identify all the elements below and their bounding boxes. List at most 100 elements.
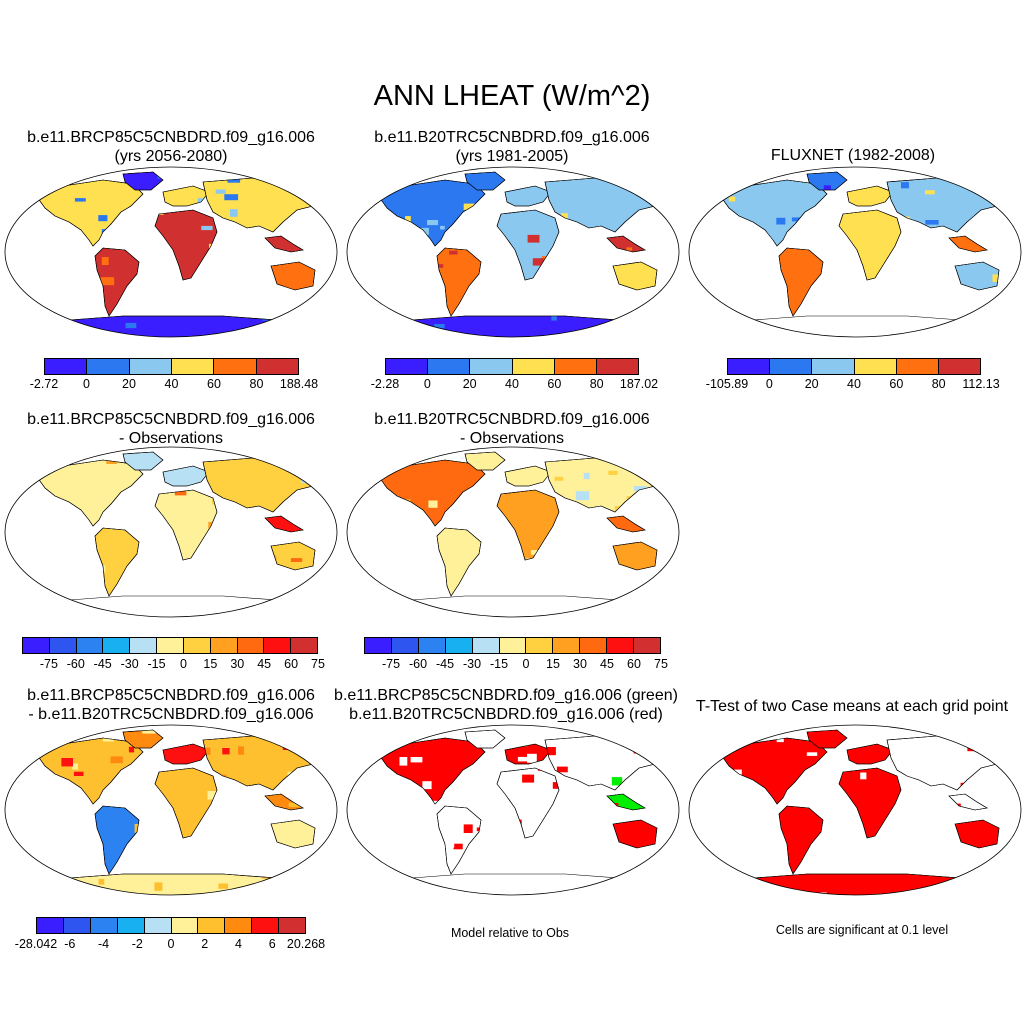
- colorbar-tick-label: -75: [381, 657, 401, 671]
- landmass-texture: [272, 822, 281, 828]
- colorbar-tick-label: 20: [804, 377, 819, 391]
- landmass-europe: [162, 743, 210, 765]
- panel-title-line1: b.e11.BRCP85C5CNBDRD.f09_g16.006: [27, 129, 315, 146]
- colorbar-cell: [365, 638, 392, 653]
- panel-title-line2: (yrs 2056-2080): [114, 148, 228, 165]
- colorbar-cell: [526, 638, 554, 653]
- colorbar-tick-label: 60: [207, 377, 221, 391]
- colorbar-tick-label: 0: [765, 377, 773, 391]
- panel-title-line1: T-Test of two Case means at each grid po…: [695, 698, 1009, 715]
- colorbar-cell: [103, 638, 131, 653]
- map-boundary: [346, 724, 680, 896]
- colorbar-cell: [499, 638, 527, 653]
- landmass-australia: [270, 541, 316, 571]
- map-panel-p7: [4, 724, 338, 896]
- colorbar-tick-label: 4: [235, 937, 242, 951]
- landmass-asia: [544, 735, 664, 791]
- colorbar-tick-label: 2: [201, 937, 209, 951]
- note-p9: Cells are significant at 0.1 level: [775, 923, 949, 937]
- landmass-antarctica: [42, 595, 304, 617]
- colorbar-tick-label: -45: [435, 657, 455, 671]
- map-boundary: [4, 446, 338, 618]
- landmass-australia: [270, 261, 316, 291]
- colorbar-cell: [45, 359, 88, 374]
- colorbar-cell: [553, 638, 581, 653]
- colorbar-tick-label: 75: [654, 657, 668, 671]
- panel-title-line2: b.e11.B20TRC5CNBDRD.f09_g16.006 (red): [349, 706, 663, 723]
- colorbar-cell: [252, 918, 280, 933]
- landmass-australia: [954, 819, 1000, 849]
- colorbar-tick-label: -15: [489, 657, 509, 671]
- colorbar-tick-label: 80: [249, 377, 264, 391]
- colorbar-cell: [854, 359, 897, 374]
- landmass-antarctica: [384, 595, 646, 617]
- colorbar-tick-label: -75: [39, 657, 58, 671]
- map-boundary: [4, 724, 338, 896]
- colorbar-tick-label: 60: [627, 657, 641, 671]
- landmass-africa: [496, 489, 560, 561]
- colorbar-tick-label: 20: [122, 377, 136, 391]
- map-boundary: [346, 166, 680, 338]
- colorbar-cell: [634, 638, 660, 653]
- colorbar-cell: [596, 359, 639, 374]
- colorbar-cell: [63, 918, 91, 933]
- colorbar-cell: [117, 918, 145, 933]
- colorbar-cell: [386, 359, 429, 374]
- colorbar-tick-label: 15: [203, 657, 218, 671]
- map-panel-p4: [4, 446, 338, 618]
- panel-title-p3: FLUXNET (1982-2008): [682, 146, 1024, 165]
- colorbar-tick-label: 60: [284, 657, 299, 671]
- colorbar-cell: [445, 638, 473, 653]
- colorbar-tick-label: -2: [131, 937, 143, 951]
- map-panel-p3: [688, 166, 1022, 338]
- colorbar-p4: [22, 637, 318, 654]
- colorbar-cell: [237, 638, 265, 653]
- landmass-africa: [496, 209, 560, 281]
- colorbar-cell: [214, 359, 257, 374]
- panel-title-p7: b.e11.BRCP85C5CNBDRD.f09_g16.006 - b.e11…: [0, 686, 342, 724]
- colorbar-tick-label: 188.48: [279, 377, 319, 391]
- landmass-texture: [100, 257, 134, 286]
- colorbar-p7: [36, 917, 306, 934]
- panel-title-line1: b.e11.B20TRC5CNBDRD.f09_g16.006: [374, 129, 650, 146]
- colorbar-tick-label: 20: [462, 377, 477, 391]
- colorbar-tick-label: 30: [573, 657, 587, 671]
- colorbar-tick-label: -30: [462, 657, 482, 671]
- colorbar-cell: [171, 359, 215, 374]
- colorbar-cell: [76, 638, 104, 653]
- colorbar-tick-label: -28.042: [14, 937, 58, 951]
- colorbar-cell: [183, 638, 211, 653]
- landmass-asia: [886, 735, 1006, 791]
- landmass-asia: [202, 735, 322, 791]
- colorbar-tick-label: -2.28: [370, 377, 400, 391]
- colorbar-tick-label: 45: [600, 657, 614, 671]
- colorbar-cell: [87, 359, 130, 374]
- colorbar-tick-label: 60: [547, 377, 562, 391]
- map-panel-p9: [688, 724, 1022, 896]
- colorbar-cell: [291, 638, 317, 653]
- map-panel-p2: [346, 166, 680, 338]
- panel-title-line2: (yrs 1981-2005): [455, 148, 569, 165]
- note-p8: Model relative to Obs: [450, 926, 570, 940]
- panel-title-line1: b.e11.B20TRC5CNBDRD.f09_g16.006: [374, 411, 650, 428]
- panel-title-line1: b.e11.BRCP85C5CNBDRD.f09_g16.006 (green): [334, 687, 678, 704]
- colorbar-tick-label: 187.02: [619, 377, 659, 391]
- colorbar-cell: [812, 359, 855, 374]
- landmass-europe: [846, 743, 894, 765]
- colorbar-tick-label: 15: [546, 657, 560, 671]
- panel-title-p4: b.e11.BRCP85C5CNBDRD.f09_g16.006 - Obser…: [0, 410, 342, 448]
- map-panel-p8: [346, 724, 680, 896]
- landmass-europe: [162, 465, 210, 487]
- colorbar-tick-label: 40: [847, 377, 861, 391]
- colorbar-tick-label: 0: [522, 657, 530, 671]
- colorbar-p3: [727, 358, 981, 375]
- colorbar-cell: [279, 918, 306, 933]
- colorbar-tick-label: 45: [257, 657, 272, 671]
- landmass-australia: [954, 261, 1000, 291]
- colorbar-tick-label: 112.13: [962, 377, 1000, 391]
- map-panel-p1: [4, 166, 338, 338]
- panel-title-line1: b.e11.BRCP85C5CNBDRD.f09_g16.006: [27, 687, 315, 704]
- colorbar-cell: [37, 918, 64, 933]
- colorbar-cell: [49, 638, 77, 653]
- landmass-antarctica: [726, 315, 988, 337]
